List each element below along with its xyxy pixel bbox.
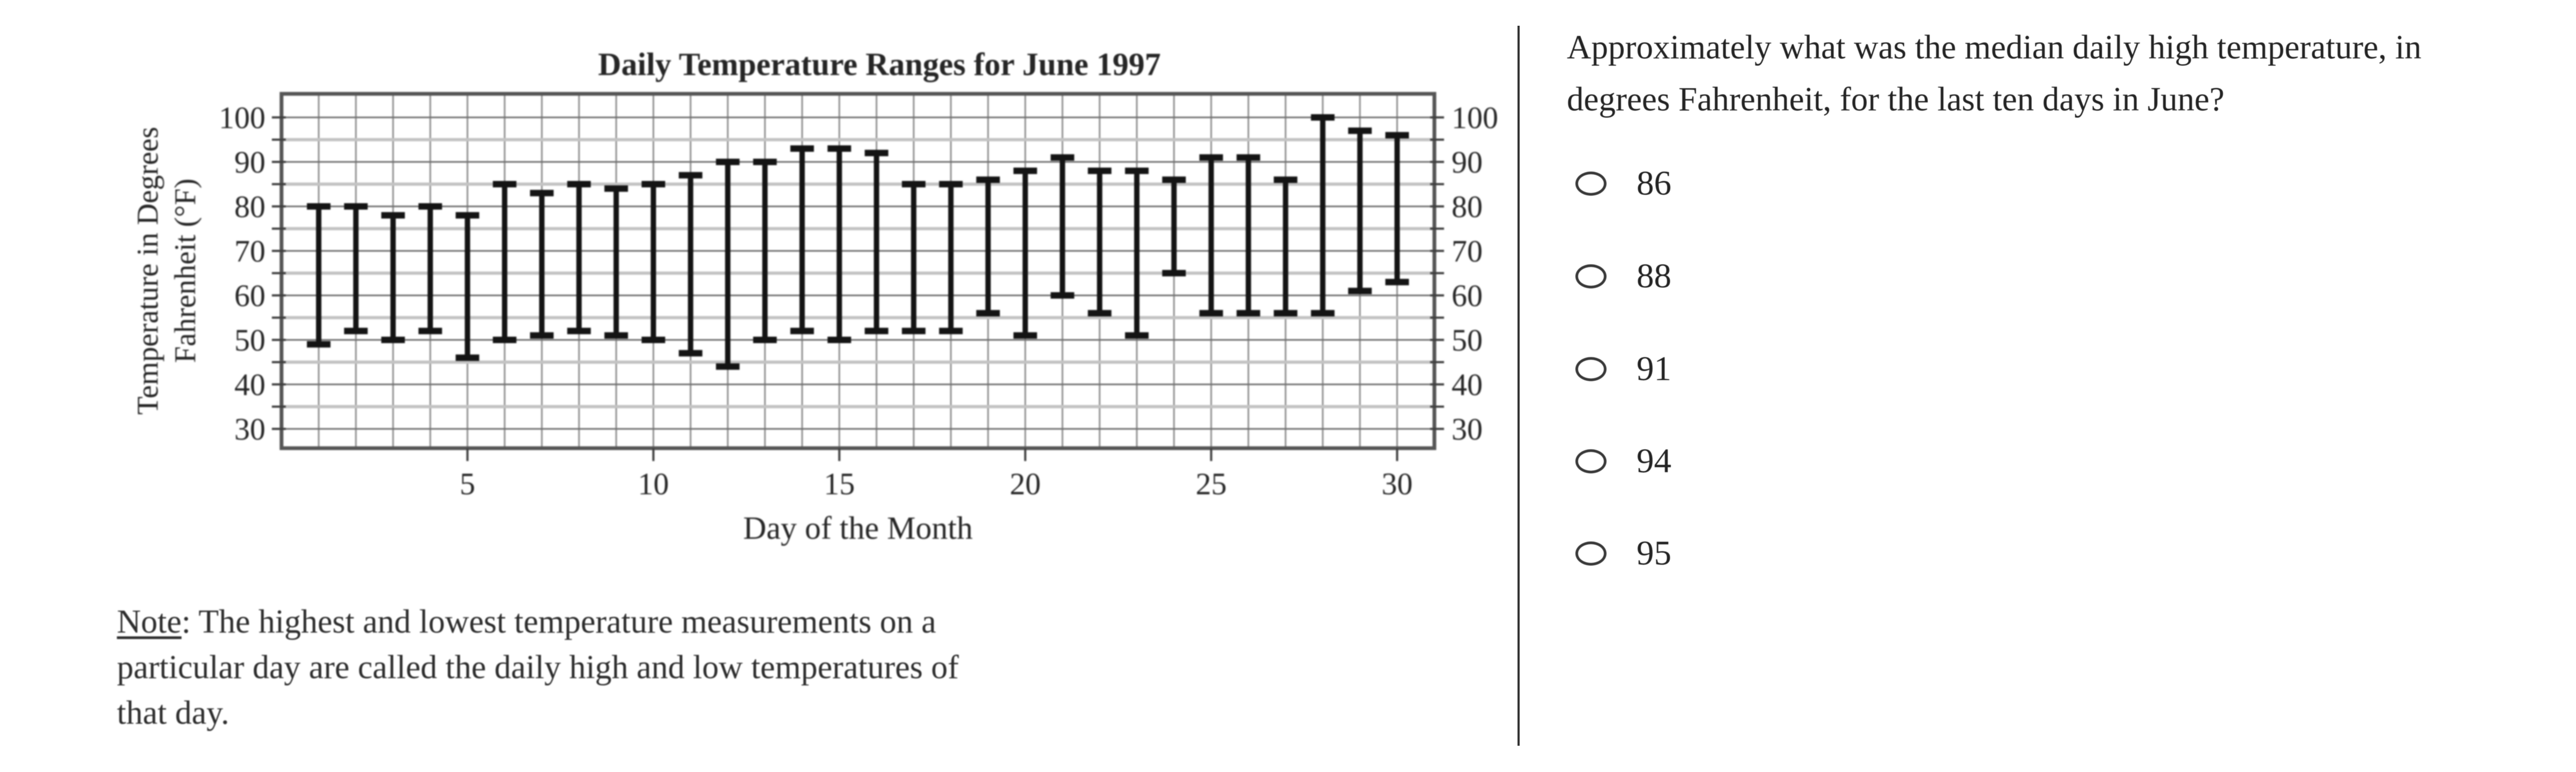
temperature-range-bars <box>307 114 1409 370</box>
option-label: 86 <box>1637 164 1671 203</box>
range-bar-day-25 <box>1199 154 1223 317</box>
range-bar-day-18 <box>939 181 963 335</box>
range-bar-day-10 <box>641 181 665 343</box>
svg-text:15: 15 <box>824 466 855 501</box>
svg-text:5: 5 <box>460 466 475 501</box>
svg-text:60: 60 <box>234 278 265 313</box>
svg-text:70: 70 <box>1452 234 1483 269</box>
range-bar-day-20 <box>1013 167 1037 339</box>
range-bar-day-27 <box>1274 176 1298 317</box>
range-bar-day-28 <box>1311 114 1335 317</box>
question-line-2: degrees Fahrenheit, for the last ten day… <box>1567 80 2225 118</box>
note-text: : The highest and lowest temperature mea… <box>181 604 936 640</box>
temperature-range-chart: 30 30 40 40 50 50 60 60 70 70 80 80 90 90 100 100 5 10 15 2… <box>131 47 1498 546</box>
range-bar-day-4 <box>418 203 442 335</box>
option-label: 95 <box>1637 534 1671 573</box>
answer-option-94[interactable]: 94 <box>1575 442 1671 480</box>
x-axis-label: Day of the Month <box>743 510 973 546</box>
figure-note: Note: The highest and lowest temperature… <box>117 599 1136 736</box>
svg-text:90: 90 <box>1452 145 1483 180</box>
range-bar-day-6 <box>493 181 517 343</box>
svg-text:Temperature in Degrees: Temperature in Degrees <box>131 127 165 414</box>
svg-text:50: 50 <box>234 323 265 358</box>
range-bar-day-7 <box>530 190 554 339</box>
grid <box>282 94 1434 448</box>
range-bar-day-22 <box>1087 167 1112 317</box>
question-text: Approximately what was the median daily … <box>1567 21 2511 125</box>
answer-option-86[interactable]: 86 <box>1575 166 1671 201</box>
range-bar-day-14 <box>790 145 814 335</box>
svg-text:10: 10 <box>638 466 669 501</box>
range-bar-day-1 <box>307 203 331 348</box>
question-figure: 30 30 40 40 50 50 60 60 70 70 80 80 90 90 100 100 5 10 15 2… <box>0 0 1555 568</box>
answer-option-88[interactable]: 88 <box>1575 257 1671 295</box>
answer-option-91[interactable]: 91 <box>1575 350 1671 388</box>
radio-button[interactable] <box>1575 357 1607 381</box>
answer-option-95[interactable]: 95 <box>1575 534 1671 573</box>
option-label: 91 <box>1637 350 1671 388</box>
range-bar-day-15 <box>827 145 852 343</box>
radio-button[interactable] <box>1575 449 1607 473</box>
y-axis-label: Temperature in Degrees Fahrenheit (°F) <box>131 127 202 414</box>
svg-text:100: 100 <box>1452 100 1498 135</box>
svg-text:30: 30 <box>1382 466 1413 501</box>
range-bar-day-8 <box>567 181 591 335</box>
range-bar-day-5 <box>455 212 479 361</box>
svg-text:25: 25 <box>1196 466 1227 501</box>
svg-text:Fahrenheit (°F): Fahrenheit (°F) <box>169 179 202 363</box>
note-label: Note <box>117 604 182 640</box>
range-bar-day-3 <box>381 212 405 343</box>
panel-divider <box>1518 26 1520 746</box>
svg-text:80: 80 <box>1452 189 1483 224</box>
radio-button[interactable] <box>1575 264 1607 288</box>
range-bar-day-2 <box>344 203 368 335</box>
range-bar-day-12 <box>716 159 740 370</box>
range-bar-day-13 <box>753 159 777 343</box>
range-bar-day-16 <box>864 150 889 335</box>
note-line-3: that day. <box>117 695 230 731</box>
svg-text:70: 70 <box>234 234 265 269</box>
svg-text:50: 50 <box>1452 323 1483 358</box>
svg-text:80: 80 <box>234 189 265 224</box>
svg-text:30: 30 <box>1452 412 1483 447</box>
note-line-1: Note: The highest and lowest temperature… <box>117 599 1136 645</box>
range-bar-day-26 <box>1237 154 1261 317</box>
range-bar-day-29 <box>1348 127 1372 294</box>
range-bar-day-17 <box>901 181 926 335</box>
svg-text:60: 60 <box>1452 278 1483 313</box>
note-line-2: particular day are called the daily high… <box>117 649 959 686</box>
question-line-1: Approximately what was the median daily … <box>1567 28 2422 66</box>
svg-text:90: 90 <box>234 145 265 180</box>
axes: 30 30 40 40 50 50 60 60 70 70 80 80 90 90 100 100 5 10 15 2… <box>219 100 1498 501</box>
range-bar-day-21 <box>1050 154 1075 299</box>
svg-text:40: 40 <box>234 367 265 402</box>
radio-button[interactable] <box>1575 541 1607 566</box>
range-bar-day-11 <box>678 172 702 357</box>
option-label: 94 <box>1637 442 1671 480</box>
range-bar-day-9 <box>604 185 628 339</box>
range-bar-day-24 <box>1162 176 1186 277</box>
svg-text:100: 100 <box>219 100 265 135</box>
range-bar-day-30 <box>1385 132 1409 286</box>
plot-frame <box>279 92 1437 450</box>
range-bar-day-19 <box>976 176 1000 317</box>
svg-text:40: 40 <box>1452 367 1483 402</box>
radio-button[interactable] <box>1575 171 1607 196</box>
chart-title: Daily Temperature Ranges for June 1997 <box>598 47 1160 82</box>
range-bar-day-23 <box>1125 167 1149 339</box>
option-label: 88 <box>1637 257 1671 295</box>
svg-text:20: 20 <box>1010 466 1041 501</box>
svg-text:30: 30 <box>234 412 265 447</box>
